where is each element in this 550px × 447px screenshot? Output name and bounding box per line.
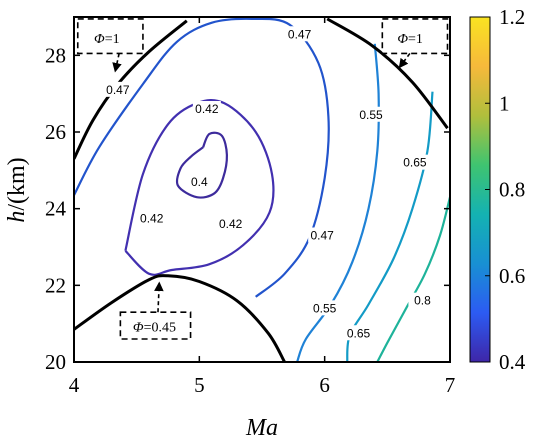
y-tick-label: 26 bbox=[45, 120, 66, 144]
y-tick-label: 24 bbox=[45, 197, 67, 221]
contour-label: 0.65 bbox=[347, 326, 371, 340]
annotation-box bbox=[76, 18, 144, 55]
contour-label-bg bbox=[216, 216, 245, 231]
y-axis-var: h bbox=[4, 211, 30, 223]
x-axis-title: Ma bbox=[245, 415, 278, 441]
contour-label: 0.42 bbox=[195, 102, 219, 116]
annotation-phi: Φ bbox=[397, 32, 408, 47]
contour-label: 0.4 bbox=[191, 175, 208, 189]
contour-label: 0.47 bbox=[288, 27, 312, 41]
x-tick-label: 5 bbox=[194, 373, 205, 397]
annotation-box bbox=[119, 311, 192, 340]
annotation-box bbox=[381, 18, 449, 55]
colorbar-tick-label: 1.2 bbox=[499, 5, 525, 29]
plot-frame bbox=[73, 16, 451, 363]
annotation-arrow bbox=[112, 53, 122, 73]
contour-line-0-4 bbox=[175, 131, 229, 199]
contour-labels: 0.4 0.42 0.42 0.42 0.47 0.47 0.47 0.55 0.55 0.65 0… bbox=[103, 26, 437, 341]
colorbar-tick-label: 0.6 bbox=[499, 264, 525, 288]
annotation-value: =0.45 bbox=[144, 321, 176, 336]
contour-label-bg bbox=[285, 26, 314, 42]
y-axis-title: h/(km) bbox=[4, 157, 30, 222]
annotation-phi: Φ bbox=[133, 321, 144, 336]
colorbar-tick-label: 0.4 bbox=[499, 350, 526, 374]
annotation-phi: Φ bbox=[94, 32, 105, 47]
contour-label-bg bbox=[103, 81, 132, 97]
colorbar-tick-label: 1 bbox=[499, 91, 510, 115]
contour-label-bg bbox=[357, 106, 386, 122]
y-tick-label: 22 bbox=[45, 273, 66, 297]
contour-label: 0.42 bbox=[140, 211, 164, 225]
contour-line-0-42 bbox=[124, 99, 275, 276]
annotation-text: Φ=1 bbox=[397, 32, 423, 47]
contour-label: 0.55 bbox=[313, 301, 337, 315]
annotation-value: =1 bbox=[408, 32, 423, 47]
y-axis-ticks: 20 22 24 26 28 bbox=[45, 43, 450, 374]
colorbar-ticks: 0.4 0.6 0.8 1 1.2 bbox=[485, 5, 526, 374]
contour-line-0-55 bbox=[296, 43, 380, 362]
y-tick-label: 20 bbox=[45, 350, 66, 374]
annotation-text: Φ=0.45 bbox=[133, 321, 176, 336]
y-tick-label: 28 bbox=[45, 43, 66, 67]
boundary-line bbox=[326, 17, 449, 130]
contour-label-bg bbox=[137, 210, 166, 226]
contour-label: 0.55 bbox=[359, 108, 383, 122]
contour-label: 0.47 bbox=[106, 83, 130, 97]
contour-label-bg bbox=[344, 325, 373, 341]
contour-label-bg bbox=[408, 292, 437, 308]
annotation-text: Φ=1 bbox=[94, 32, 120, 47]
annotation-arrow bbox=[398, 52, 411, 69]
annotations: Φ=1 Φ=1Φ=0.45 bbox=[76, 18, 449, 340]
contour-label: 0.65 bbox=[403, 156, 427, 170]
colorbar-tick-label: 0.8 bbox=[499, 178, 525, 202]
x-tick-label: 7 bbox=[445, 373, 456, 397]
boundary-line bbox=[74, 274, 286, 362]
contour-label-bg bbox=[310, 300, 339, 316]
contour-label: 0.8 bbox=[414, 294, 431, 308]
x-tick-label: 4 bbox=[69, 373, 80, 397]
x-axis-ticks: 4 5 6 7 bbox=[69, 17, 456, 397]
contour-label-bg bbox=[400, 154, 429, 170]
contour-label-bg bbox=[308, 227, 337, 243]
y-axis-unit: /(km) bbox=[4, 157, 30, 210]
contour-label-bg bbox=[192, 101, 221, 116]
contour-line-0-8 bbox=[376, 196, 450, 362]
contour-label: 0.47 bbox=[310, 229, 334, 243]
contour-label: 0.42 bbox=[219, 217, 243, 231]
plot-background bbox=[74, 17, 450, 362]
contour-label-bg bbox=[185, 173, 214, 189]
annotation-arrow bbox=[154, 281, 164, 313]
annotation-value: =1 bbox=[105, 32, 120, 47]
x-tick-label: 6 bbox=[319, 373, 330, 397]
